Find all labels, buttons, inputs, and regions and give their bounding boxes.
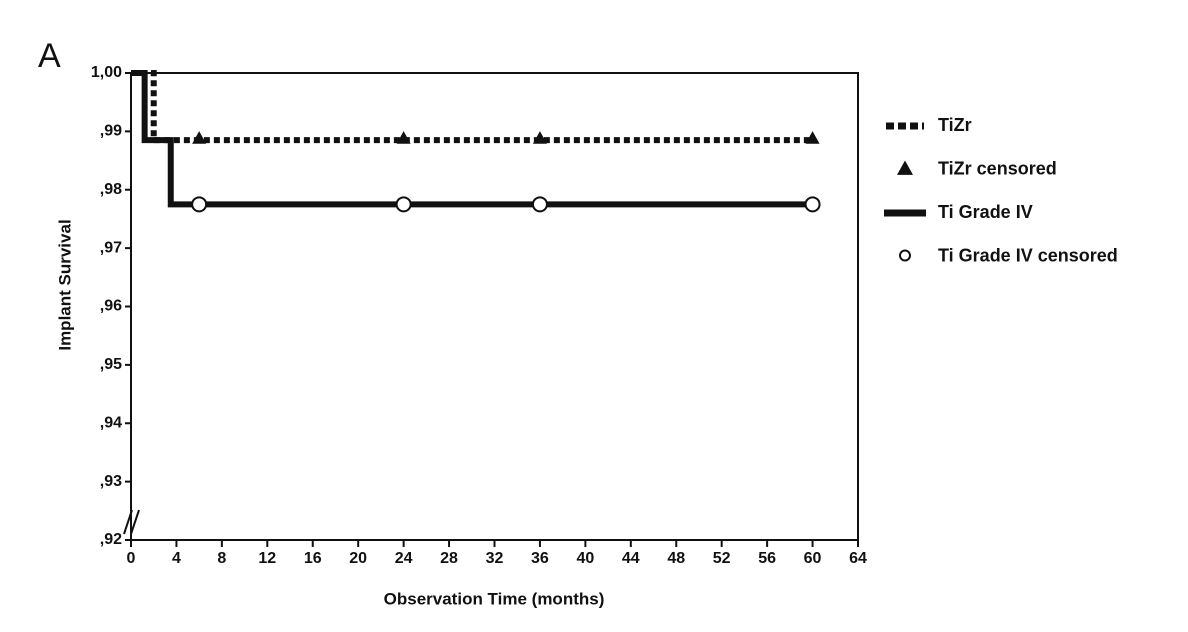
x-tick-label: 56 xyxy=(758,550,776,567)
x-tick-label: 4 xyxy=(172,550,181,567)
y-tick-label: ,98 xyxy=(100,181,122,198)
x-tick-label: 20 xyxy=(349,550,367,567)
legend-swatch xyxy=(899,249,911,262)
x-tick-label: 36 xyxy=(531,550,549,567)
x-tick-label: 24 xyxy=(395,550,413,567)
axis-break xyxy=(123,509,140,535)
x-tick-label: 40 xyxy=(576,550,594,567)
censor-marker xyxy=(532,131,547,144)
x-tick-label: 52 xyxy=(713,550,731,567)
censor-marker xyxy=(192,131,207,144)
y-axis-label: Implant Survival xyxy=(55,219,74,350)
x-tick-label: 12 xyxy=(258,550,276,567)
legend-label: TiZr censored xyxy=(938,158,1057,178)
y-tick-label: ,96 xyxy=(100,298,122,315)
x-tick-label: 28 xyxy=(440,550,458,567)
y-tick-label: ,97 xyxy=(100,239,122,256)
censor-marker xyxy=(805,131,820,144)
survival-line xyxy=(131,70,813,208)
x-tick-label: 44 xyxy=(622,550,640,567)
x-tick-label: 0 xyxy=(127,550,136,567)
censor-marker xyxy=(396,131,411,144)
legend-label: TiZr xyxy=(938,115,972,135)
legend-label: Ti Grade IV censored xyxy=(938,245,1118,265)
censor-marker xyxy=(531,196,548,213)
censor-marker xyxy=(191,196,208,213)
x-tick-label: 60 xyxy=(804,550,822,567)
y-tick-label: ,93 xyxy=(100,473,122,490)
x-tick-label: 32 xyxy=(486,550,504,567)
y-tick-label: ,94 xyxy=(100,414,122,431)
legend-swatch xyxy=(897,160,913,175)
censor-marker xyxy=(804,196,821,213)
legend-label: Ti Grade IV xyxy=(938,202,1033,222)
y-tick-label: ,92 xyxy=(100,531,122,548)
survival-line xyxy=(131,70,813,144)
x-axis-label: Observation Time (months) xyxy=(384,589,605,608)
censor-marker xyxy=(395,196,412,213)
y-tick-label: 1,00 xyxy=(91,64,122,81)
x-tick-label: 16 xyxy=(304,550,322,567)
panel-label: A xyxy=(38,37,61,75)
y-tick-label: ,95 xyxy=(100,356,122,373)
x-tick-label: 48 xyxy=(667,550,685,567)
x-tick-label: 64 xyxy=(849,550,867,567)
y-tick-label: ,99 xyxy=(100,123,122,140)
x-tick-label: 8 xyxy=(217,550,226,567)
